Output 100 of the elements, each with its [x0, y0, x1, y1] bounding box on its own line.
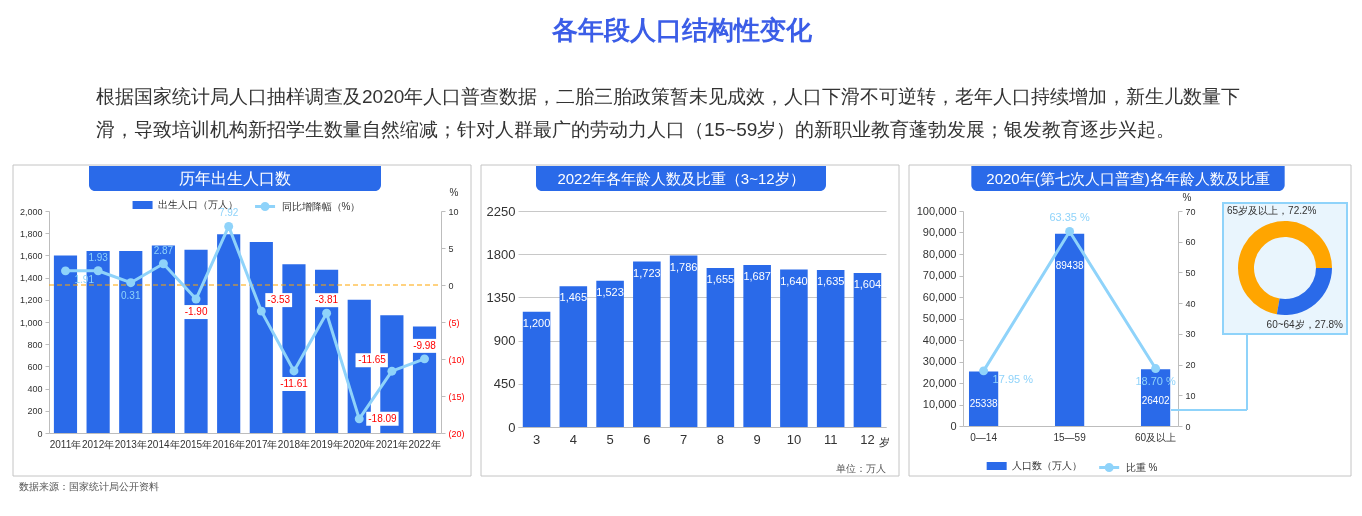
slice-label: 65岁及以上 — [1227, 205, 1279, 216]
bar — [743, 265, 771, 427]
x-axis-title: 岁 — [878, 435, 890, 448]
y-tick-label: 20,000 — [922, 376, 957, 389]
legend-label: 同比增降幅（%） — [281, 200, 361, 212]
bar — [853, 273, 882, 427]
data-label: 1,523 — [596, 285, 624, 298]
y2-tick-label: 0 — [448, 280, 454, 291]
bar — [669, 255, 698, 427]
data-label: 1,640 — [780, 274, 808, 287]
data-label: 89438 — [1055, 259, 1084, 271]
x-tick-label: 11 — [823, 431, 838, 447]
y2-axis-title: % — [1182, 191, 1192, 203]
y-tick-label: 80,000 — [922, 247, 957, 260]
y-tick-label: 10,000 — [922, 398, 957, 410]
x-tick-label: 3 — [532, 431, 541, 447]
bar — [1054, 233, 1085, 426]
data-label: -3.81 — [315, 294, 339, 306]
y-tick-label: 0 — [37, 428, 43, 439]
y-tick-label: 400 — [27, 384, 43, 395]
point — [354, 414, 364, 424]
point — [420, 354, 429, 364]
point — [289, 366, 299, 376]
y2-tick-label: (10) — [448, 354, 465, 365]
data-label: 1,687 — [743, 270, 771, 283]
point — [387, 366, 397, 376]
bar — [706, 268, 735, 427]
legend-label: 比重 % — [1125, 461, 1158, 473]
bar — [559, 286, 588, 427]
point — [979, 366, 989, 376]
data-label: -3.53 — [267, 294, 291, 306]
y2-tick-label: 60 — [1185, 237, 1196, 248]
x-tick-label: 2015年 — [179, 438, 213, 450]
y-tick-label: 200 — [27, 406, 43, 417]
chart-title: 2022年各年龄人数及比重（3~12岁） — [557, 170, 805, 187]
x-tick-label: 12 — [860, 431, 875, 447]
y2-tick-label: 20 — [1185, 360, 1196, 371]
text: 根据国家统计局人口抽样调查及2020年人口普查数据，二胎三胎政策暂未见成效，人口下滑不可逆转，老年人口持续增加，新生儿数量下滑，导致培训机构新招学生数量自然缩减；针对人群最广的劳动力人口（15~59岁）的新职业教育蓬勃发展；银发教育逐步兴起。 — [96, 86, 1241, 140]
x-tick-label: 8 — [716, 431, 724, 447]
data-label: 1.93 — [88, 251, 109, 263]
point — [93, 266, 103, 276]
data-label: 1,200 — [522, 316, 551, 329]
text: 单位：万人 — [836, 463, 886, 474]
y-tick-label: 2250 — [486, 203, 516, 219]
source-note: 数据来源：国家统计局公开资料 — [19, 481, 159, 492]
chart-title: 2020年(第七次人口普查)各年龄人数及比重 — [986, 170, 1270, 187]
text: 各年段人口结构性变化 — [551, 15, 813, 45]
x-tick-label: 2019年 — [310, 438, 343, 450]
y-tick-label: 1,000 — [19, 317, 43, 328]
point — [191, 294, 201, 304]
data-label: 0.31 — [121, 289, 141, 301]
x-tick-label: 5 — [606, 431, 614, 447]
x-tick-label: 2022年 — [408, 438, 441, 450]
y-tick-label: 900 — [493, 333, 516, 349]
point — [224, 221, 234, 231]
y2-axis-title: % — [449, 186, 459, 198]
y2-tick-label: 50 — [1185, 267, 1196, 278]
bar — [816, 270, 845, 427]
x-tick-label: 2018年 — [277, 438, 311, 450]
y-tick-label: 100,000 — [916, 204, 957, 217]
data-label: 2.87 — [153, 244, 174, 256]
x-tick-label: 2014年 — [147, 438, 180, 450]
x-tick-label: 4 — [569, 431, 577, 447]
bar — [633, 261, 661, 427]
data-label: 63.35 % — [1049, 211, 1090, 224]
data-label: ，72.2% — [1278, 205, 1317, 216]
y2-tick-label: 10 — [448, 206, 459, 217]
data-label: 1,723 — [633, 266, 661, 279]
data-label: -11.61 — [280, 377, 309, 389]
x-tick-label: 2016年 — [212, 438, 245, 450]
y-tick-label: 600 — [27, 361, 43, 372]
x-tick-label: 60及以上 — [1135, 431, 1177, 443]
x-tick-label: 0—14 — [970, 431, 998, 443]
y2-tick-label: 40 — [1185, 298, 1196, 309]
y2-tick-label: (5) — [448, 317, 460, 328]
data-label: -9.98 — [413, 339, 437, 351]
y-tick-label: 1350 — [486, 289, 516, 305]
data-label: 25338 — [969, 397, 998, 409]
y-tick-label: 60,000 — [922, 290, 957, 303]
y2-tick-label: (20) — [448, 428, 465, 439]
bar — [217, 234, 241, 433]
point — [126, 278, 136, 288]
x-tick-label: 15—59 — [1053, 431, 1087, 443]
x-tick-label: 7 — [680, 431, 688, 447]
legend-label: 人口数（万人） — [1011, 460, 1082, 471]
donut-slice — [1238, 221, 1332, 315]
y-tick-label: 1,200 — [19, 295, 43, 306]
data-label: 1,465 — [559, 291, 588, 304]
bar — [151, 245, 175, 433]
x-tick-label: 2013年 — [114, 438, 147, 450]
y2-tick-label: 10 — [1185, 390, 1196, 401]
y2-tick-label: (15) — [448, 391, 465, 402]
bar — [119, 250, 143, 433]
y-tick-label: 70,000 — [922, 269, 957, 281]
x-tick-label: 2021年 — [375, 438, 408, 450]
y-tick-label: 40,000 — [922, 333, 957, 346]
y2-tick-label: 0 — [1185, 421, 1191, 432]
point — [256, 306, 266, 316]
data-label: -11.65 — [358, 354, 387, 366]
donut-slice — [1276, 267, 1332, 315]
